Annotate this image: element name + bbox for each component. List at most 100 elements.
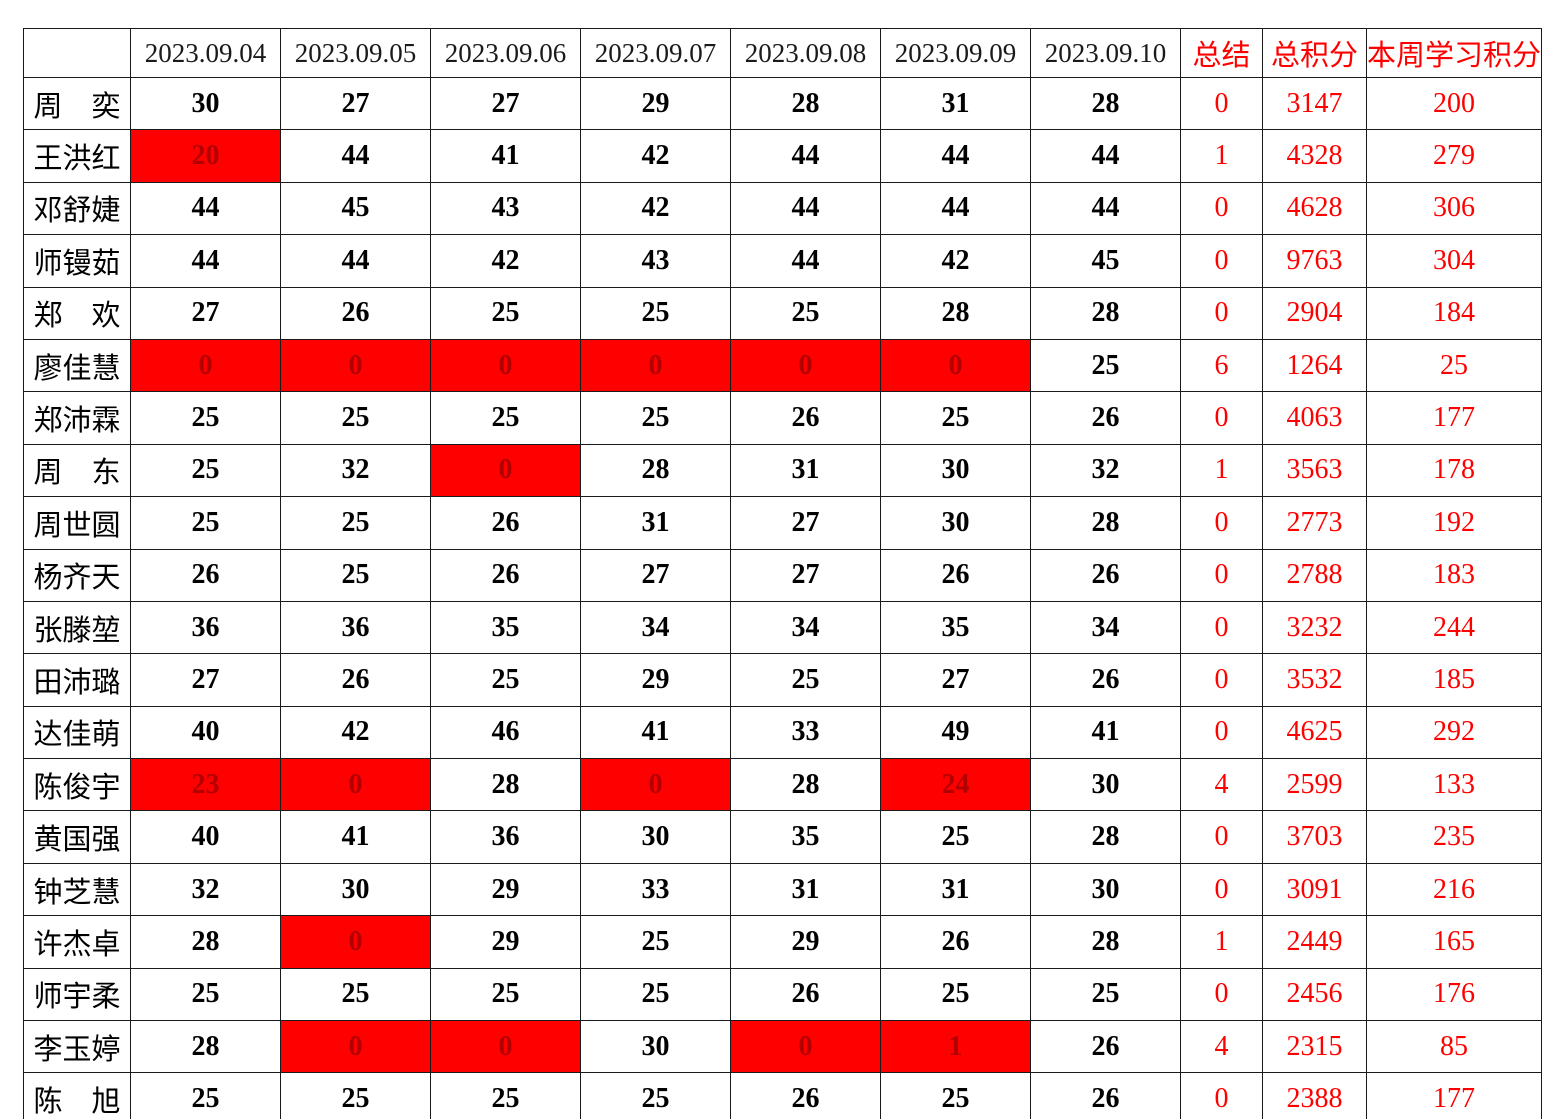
daily-score-cell: 36	[130, 600, 281, 655]
daily-score-cell: 44	[280, 129, 431, 183]
daily-score-cell: 45	[1030, 234, 1181, 288]
daily-score-cell: 42	[880, 234, 1031, 288]
daily-score-cell: 44	[130, 181, 281, 236]
daily-score-cell: 43	[580, 234, 731, 288]
daily-score-cell: 30	[130, 76, 281, 131]
weekly-points-cell: 192	[1365, 496, 1543, 550]
daily-score-cell: 25	[130, 496, 281, 550]
date-header: 2023.09.10	[1030, 28, 1181, 78]
daily-score-cell: 29	[430, 862, 581, 917]
student-name-cell: 师宇柔	[23, 967, 131, 1022]
daily-score-cell: 35	[430, 600, 581, 655]
daily-score-cell: 28	[1030, 496, 1181, 550]
total-points-cell: 3532	[1262, 653, 1367, 707]
daily-score-cell-flagged: 0	[730, 1020, 881, 1074]
daily-score-cell: 30	[1030, 862, 1181, 917]
weekly-points-cell: 304	[1365, 234, 1543, 288]
daily-score-cell-flagged: 24	[880, 758, 1031, 812]
weekly-points-cell: 177	[1365, 1072, 1543, 1119]
total-points-cell: 3091	[1262, 862, 1367, 917]
daily-score-cell: 44	[730, 129, 881, 183]
daily-score-cell: 25	[130, 967, 281, 1022]
summary-count-cell: 0	[1180, 181, 1263, 236]
daily-score-cell: 25	[130, 1072, 281, 1119]
daily-score-cell: 27	[580, 548, 731, 602]
daily-score-cell: 26	[730, 1072, 881, 1119]
total-points-cell: 4063	[1262, 391, 1367, 445]
date-header: 2023.09.07	[580, 28, 731, 78]
table-row: 邓舒婕 44 45 43 42 44 44 44 0 4628 306	[23, 181, 1543, 236]
total-points-cell: 2904	[1262, 286, 1367, 340]
daily-score-cell: 28	[580, 443, 731, 498]
summary-count-cell: 4	[1180, 1020, 1263, 1074]
table-row: 钟芝慧 32 30 29 33 31 31 30 0 3091 216	[23, 862, 1543, 917]
daily-score-cell: 25	[580, 967, 731, 1022]
date-header: 2023.09.06	[430, 28, 581, 78]
daily-score-cell: 42	[580, 129, 731, 183]
table-row: 周世圆 25 25 26 31 27 30 28 0 2773 192	[23, 496, 1543, 550]
daily-score-cell-flagged: 0	[430, 1020, 581, 1074]
student-name-cell: 廖佳慧	[23, 338, 131, 393]
daily-score-cell: 41	[580, 705, 731, 760]
daily-score-cell-flagged: 0	[580, 338, 731, 393]
daily-score-cell: 44	[130, 234, 281, 288]
daily-score-cell: 28	[730, 758, 881, 812]
table-row: 李玉婷 28 0 0 30 0 1 26 4 2315 85	[23, 1020, 1543, 1074]
daily-score-cell: 25	[880, 391, 1031, 445]
daily-score-cell: 32	[1030, 443, 1181, 498]
summary-count-cell: 1	[1180, 129, 1263, 183]
daily-score-cell: 25	[880, 1072, 1031, 1119]
student-name-cell: 邓舒婕	[23, 181, 131, 236]
daily-score-cell: 42	[430, 234, 581, 288]
total-points-cell: 9763	[1262, 234, 1367, 288]
daily-score-cell: 25	[430, 391, 581, 445]
daily-score-cell: 25	[130, 443, 281, 498]
table-row: 田沛璐 27 26 25 29 25 27 26 0 3532 185	[23, 653, 1543, 707]
daily-score-cell: 30	[880, 496, 1031, 550]
summary-count-cell: 0	[1180, 653, 1263, 707]
daily-score-cell: 25	[580, 915, 731, 969]
daily-score-cell: 26	[730, 391, 881, 445]
table-row: 周 东 25 32 0 28 31 30 32 1 3563 178	[23, 443, 1543, 498]
daily-score-cell: 40	[130, 705, 281, 760]
daily-score-cell-flagged: 0	[580, 758, 731, 812]
daily-score-cell: 36	[280, 600, 431, 655]
daily-score-cell: 26	[1030, 391, 1181, 445]
daily-score-cell: 44	[880, 181, 1031, 236]
daily-score-cell-flagged: 0	[880, 338, 1031, 393]
daily-score-cell: 26	[430, 548, 581, 602]
table-row: 郑 欢 27 26 25 25 25 28 28 0 2904 184	[23, 286, 1543, 340]
total-points-cell: 3232	[1262, 600, 1367, 655]
daily-score-cell: 27	[280, 76, 431, 131]
daily-score-cell: 30	[280, 862, 431, 917]
daily-score-cell: 33	[730, 705, 881, 760]
summary-count-cell: 0	[1180, 967, 1263, 1022]
student-name-cell: 周 东	[23, 443, 131, 498]
total-points-cell: 3147	[1262, 76, 1367, 131]
daily-score-cell: 28	[430, 758, 581, 812]
summary-count-cell: 0	[1180, 76, 1263, 131]
daily-score-cell: 30	[880, 443, 1031, 498]
total-points-cell: 2315	[1262, 1020, 1367, 1074]
daily-score-cell-flagged: 1	[880, 1020, 1031, 1074]
daily-score-cell: 26	[1030, 653, 1181, 707]
daily-score-cell: 28	[130, 915, 281, 969]
student-name-cell: 黄国强	[23, 810, 131, 864]
total-points-cell: 3703	[1262, 810, 1367, 864]
daily-score-cell-flagged: 0	[280, 758, 431, 812]
daily-score-cell: 44	[1030, 181, 1181, 236]
daily-score-cell-flagged: 20	[130, 129, 281, 183]
daily-score-cell: 25	[280, 496, 431, 550]
daily-score-cell: 25	[730, 286, 881, 340]
summary-header: 总结	[1180, 28, 1263, 78]
daily-score-cell: 43	[430, 181, 581, 236]
table-row: 陈 旭 25 25 25 25 26 25 26 0 2388 177	[23, 1072, 1543, 1119]
table-row: 郑沛霖 25 25 25 25 26 25 26 0 4063 177	[23, 391, 1543, 445]
student-name-cell: 王洪红	[23, 129, 131, 183]
daily-score-cell: 25	[280, 967, 431, 1022]
daily-score-cell: 25	[580, 1072, 731, 1119]
daily-score-cell: 27	[730, 548, 881, 602]
daily-score-cell: 28	[1030, 286, 1181, 340]
total-points-header: 总积分	[1262, 28, 1367, 78]
